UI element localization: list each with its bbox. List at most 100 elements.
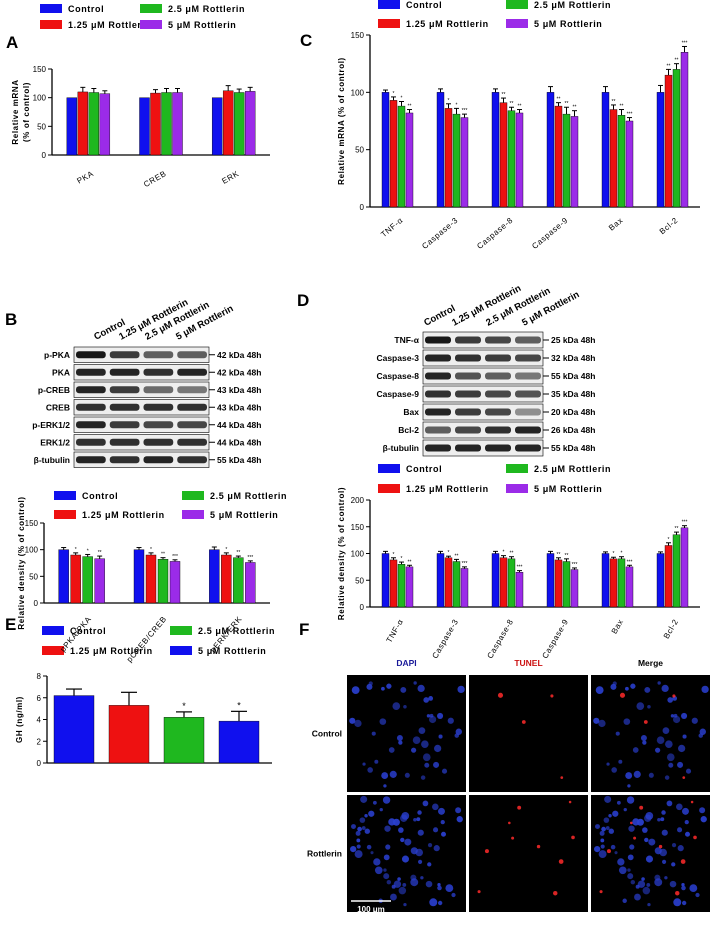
nucleus-dot (685, 768, 692, 774)
nucleus-dot (604, 795, 612, 803)
tunel-dot (484, 849, 489, 854)
nucleus-dot (611, 767, 617, 773)
nucleus-dot (404, 838, 412, 846)
blot-row-label: CREB (46, 402, 70, 412)
nucleus-dot (417, 684, 425, 693)
bar (515, 572, 524, 608)
legend-swatch (140, 20, 162, 29)
nucleus-dot (670, 714, 675, 718)
nucleus-dot (629, 844, 635, 850)
y-tick-label: 50 (37, 122, 46, 131)
legend-label-r5: 5 μM Rottlerin (534, 484, 602, 494)
blot-band (485, 354, 511, 362)
tunel-dot (497, 692, 504, 698)
nucleus-dot (437, 900, 443, 906)
nucleus-dot (612, 681, 617, 686)
nucleus-dot (673, 715, 681, 724)
bar (554, 559, 563, 608)
nucleus-dot (425, 880, 433, 888)
bar (397, 564, 406, 608)
tunel-dot (550, 694, 554, 698)
significance-mark: ** (573, 105, 577, 111)
blot-band (455, 354, 481, 362)
category-label: PKA (75, 169, 95, 186)
y-tick-label: 200 (351, 496, 365, 505)
nucleus-dot (418, 727, 426, 734)
significance-mark: * (448, 550, 450, 556)
nucleus-dot (637, 880, 646, 888)
bar (161, 92, 172, 156)
lane-label: Control (422, 303, 457, 329)
bar (172, 92, 183, 156)
nucleus-dot (605, 826, 610, 830)
nucleus-dot (349, 717, 356, 724)
nucleus-dot (599, 830, 605, 836)
microscopy-image (469, 795, 588, 912)
nucleus-dot (451, 892, 456, 898)
nucleus-dot (667, 697, 674, 703)
y-tick-label: 0 (42, 151, 47, 160)
nucleus-dot (447, 717, 454, 724)
blot-row-label: TNF-α (394, 335, 419, 345)
bar (601, 553, 610, 608)
nucleus-dot (630, 879, 636, 885)
nucleus-dot (429, 898, 438, 907)
category-label: TNF-α (379, 216, 405, 240)
nucleus-dot (661, 810, 666, 815)
nucleus-dot (681, 712, 688, 719)
nucleus-dot (381, 772, 389, 780)
legend-swatch (140, 4, 162, 13)
nucleus-dot (677, 827, 683, 833)
nucleus-dot (646, 883, 651, 887)
nucleus-dot (618, 759, 623, 764)
nucleus-dot (391, 884, 396, 889)
bar (94, 558, 105, 604)
nucleus-dot (427, 862, 432, 867)
blot-band (109, 386, 140, 394)
legend-swatch (506, 464, 528, 473)
legend-label-r125: 1.25 μM Rottlerin (70, 646, 153, 656)
nucleus-dot (678, 744, 686, 753)
significance-mark: ** (565, 553, 569, 559)
y-tick-label: 150 (351, 523, 365, 532)
scale-bar-label: 100 μm (357, 905, 385, 914)
bar (389, 100, 398, 208)
bar (233, 92, 245, 156)
nucleus-dot (433, 827, 439, 833)
legend-swatch (378, 19, 400, 28)
significance-mark: ** (510, 551, 514, 557)
significance-mark: *** (247, 555, 253, 561)
bar (405, 112, 414, 208)
legend-swatch (54, 510, 76, 519)
bar (617, 558, 626, 608)
legend-panel-e: Control 2.5 μM Rottlerin 1.25 μM Rottlerin… (42, 626, 275, 656)
nucleus-dot (368, 810, 375, 817)
nucleus-dot (654, 878, 663, 887)
nucleus-dot (617, 858, 625, 866)
nucleus-dot (671, 862, 676, 867)
nucleus-dot (636, 818, 644, 826)
nucleus-dot (673, 713, 678, 718)
nucleus-dot (627, 784, 631, 788)
y-tick-label: 4 (37, 716, 42, 725)
nucleus-dot (685, 831, 690, 837)
bar (460, 117, 469, 208)
nucleus-dot (355, 830, 361, 836)
nucleus-dot (656, 736, 665, 745)
significance-mark: ** (518, 104, 522, 110)
y-tick-label: 0 (360, 203, 365, 212)
legend-label-r25: 2.5 μM Rottlerin (534, 0, 611, 10)
nucleus-dot (383, 873, 390, 880)
blot-size-label: 26 kDa 48h (551, 425, 595, 435)
blot-band (485, 444, 511, 452)
nucleus-dot (606, 762, 610, 766)
nucleus-dot (432, 803, 439, 811)
nucleus-dot (440, 819, 445, 825)
nucleus-dot (665, 740, 673, 748)
blot-size-label: 44 kDa 48h (217, 437, 261, 447)
blot-band (515, 390, 541, 398)
nucleus-dot (383, 784, 387, 788)
bar (157, 559, 169, 604)
nucleus-dot (379, 718, 387, 725)
